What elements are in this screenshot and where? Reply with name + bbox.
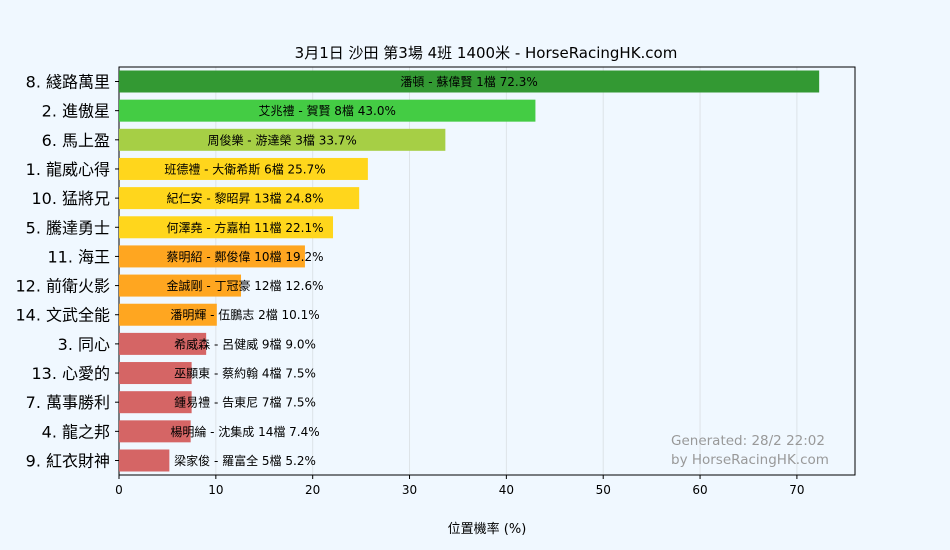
x-axis-ticks: 0 10 20 30 40 50 60 70 xyxy=(115,475,805,497)
y-category-label: 13. 心愛的 xyxy=(31,364,110,383)
bars: 潘頓 - 蘇偉賢 1檔 72.3% 艾兆禮 - 賀賢 8檔 43.0% 周俊樂 - … xyxy=(119,70,820,472)
bar-label: 班德禮 - 大衛希斯 6檔 25.7% xyxy=(164,161,325,176)
bar-label: 潘頓 - 蘇偉賢 1檔 72.3% xyxy=(400,75,537,89)
bar xyxy=(119,70,820,93)
y-category-label: 12. 前衛火影 xyxy=(15,277,110,296)
x-tick-label: 30 xyxy=(402,483,417,497)
bar xyxy=(119,99,536,122)
bar xyxy=(119,216,334,239)
bar-label: 金誠剛 - 丁冠豪 12檔 12.6% xyxy=(167,278,324,293)
bar-label: 鍾易禮 - 告東尼 7檔 7.5% xyxy=(174,396,316,410)
bar xyxy=(119,303,217,326)
y-category-label: 2. 進傲星 xyxy=(42,102,110,121)
bar-label: 何澤堯 - 方嘉柏 11檔 22.1% xyxy=(167,220,324,235)
bar-label: 蔡明紹 - 鄭俊偉 10檔 19.2% xyxy=(167,249,324,264)
bar-label: 艾兆禮 - 賀賢 8檔 43.0% xyxy=(259,104,396,118)
y-category-label: 6. 馬上盈 xyxy=(42,131,110,150)
y-category-label: 3. 同心 xyxy=(58,335,110,354)
bar-label: 楊明綸 - 沈集成 14檔 7.4% xyxy=(170,424,319,439)
y-category-label: 8. 綫路萬里 xyxy=(26,73,110,92)
bar-label: 周俊樂 - 游達榮 3檔 33.7% xyxy=(207,132,356,147)
y-category-label: 10. 猛將兄 xyxy=(31,189,110,208)
bar xyxy=(119,245,305,268)
y-category-label: 9. 紅衣財神 xyxy=(26,452,110,471)
grid xyxy=(215,67,798,475)
bar xyxy=(119,362,192,385)
bar xyxy=(119,274,242,297)
bar-label: 梁家俊 - 羅富全 5檔 5.2% xyxy=(174,453,316,468)
bar xyxy=(119,187,360,210)
x-tick-label: 10 xyxy=(208,483,223,497)
bar-label: 希威森 - 呂健威 9檔 9.0% xyxy=(174,336,316,351)
x-tick-label: 50 xyxy=(596,483,611,497)
y-category-label: 1. 龍威心得 xyxy=(26,160,110,179)
bar xyxy=(119,391,192,414)
watermark-site: by HorseRacingHK.com xyxy=(671,452,829,468)
y-category-label: 11. 海王 xyxy=(47,247,110,266)
bar-label: 巫顯東 - 蔡約翰 4檔 7.5% xyxy=(174,366,316,381)
y-category-label: 4. 龍之邦 xyxy=(42,422,110,441)
y-category-label: 5. 騰達勇士 xyxy=(26,218,110,237)
y-axis-labels: 8. 綫路萬里 2. 進傲星 6. 馬上盈 1. 龍威心得 10. 猛將兄 5. 騰達勇士… xyxy=(15,73,119,471)
bar-label: 紀仁安 - 黎昭昇 13檔 24.8% xyxy=(167,191,324,206)
bar xyxy=(119,128,446,151)
bar xyxy=(119,332,207,355)
x-tick-label: 70 xyxy=(789,483,804,497)
bar xyxy=(119,420,191,443)
y-category-label: 14. 文武全能 xyxy=(15,306,110,325)
bar xyxy=(119,157,368,180)
bar-label: 潘明輝 - 伍鵬志 2檔 10.1% xyxy=(170,308,319,322)
y-category-label: 7. 萬事勝利 xyxy=(26,393,110,412)
x-tick-label: 20 xyxy=(305,483,320,497)
x-tick-label: 0 xyxy=(115,483,123,497)
plot-area xyxy=(118,66,856,476)
x-tick-label: 40 xyxy=(499,483,514,497)
chart-title: 3月1日 沙田 第3場 4班 1400米 - HorseRacingHK.com xyxy=(295,44,678,62)
bar xyxy=(119,449,170,472)
x-axis-label: 位置機率 (%) xyxy=(448,521,527,537)
x-tick-label: 60 xyxy=(692,483,707,497)
generated-timestamp: Generated: 28/2 22:02 xyxy=(671,433,825,449)
